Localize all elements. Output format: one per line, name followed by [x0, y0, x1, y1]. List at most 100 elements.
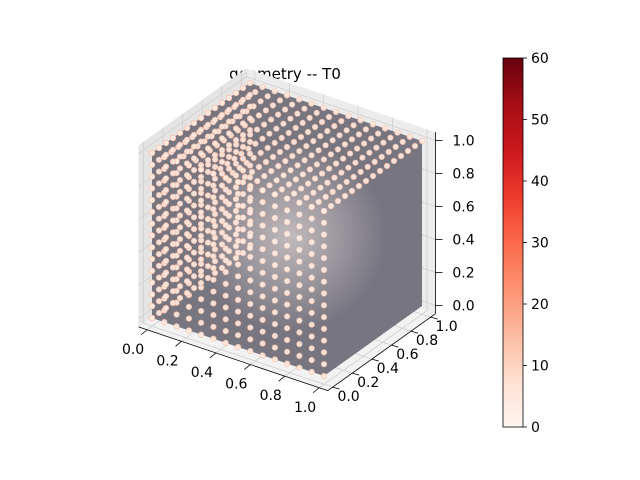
scatter-point — [271, 344, 279, 351]
scatter-point — [310, 138, 317, 145]
scatter-point — [232, 125, 240, 132]
scatter-point — [155, 192, 163, 199]
scatter-point — [390, 157, 398, 165]
scatter-point — [225, 94, 233, 102]
scatter-point — [218, 135, 226, 142]
scatter-point — [275, 111, 282, 118]
scatter-point — [375, 130, 382, 137]
scatter-point — [148, 185, 156, 192]
colorbar-tick-label: 50 — [531, 113, 549, 129]
scatter-point — [155, 144, 163, 152]
scatter-point — [324, 128, 331, 135]
scatter-point — [232, 101, 240, 108]
scatter-point — [246, 103, 254, 110]
scatter-point — [259, 135, 266, 142]
scatter-point — [239, 143, 247, 150]
scatter-point — [397, 152, 405, 160]
scatter-point — [169, 205, 177, 212]
y-tick — [371, 358, 379, 362]
scatter-point — [155, 239, 163, 246]
scatter-point — [299, 119, 306, 126]
scatter-point — [411, 142, 419, 150]
scatter-point — [211, 128, 219, 135]
scatter-point — [162, 139, 170, 147]
scatter-point — [204, 109, 212, 117]
scatter-point — [198, 307, 205, 315]
scatter-point — [190, 202, 198, 209]
scatter-point — [211, 163, 219, 170]
scatter-point — [197, 185, 205, 192]
z-tick-label: 1.0 — [452, 133, 474, 149]
scatter-point — [148, 149, 156, 157]
scatter-point — [285, 129, 292, 136]
scatter-point — [183, 242, 191, 249]
scatter-point — [234, 332, 242, 339]
scatter-point — [190, 284, 198, 292]
scatter-point — [183, 207, 191, 214]
scatter-point — [176, 188, 184, 195]
scatter-point — [162, 187, 170, 194]
scatter-point — [296, 352, 303, 360]
scatter-point — [173, 311, 180, 318]
scatter-point — [320, 104, 327, 111]
colorbar-ticks: 0 10 20 30 40 50 60 — [523, 51, 549, 436]
scatter-point — [362, 126, 370, 133]
scatter-point — [278, 134, 285, 141]
scatter-point — [284, 348, 291, 355]
scatter-point — [297, 133, 305, 141]
scatter-point — [376, 167, 384, 175]
scatter-point — [234, 343, 242, 351]
scatter-point — [176, 224, 184, 231]
scatter-point — [338, 117, 345, 125]
scatter-point — [283, 92, 291, 99]
scatter-point — [155, 227, 163, 234]
scatter-point — [162, 269, 170, 276]
scatter-point — [197, 279, 205, 287]
scatter-point — [259, 352, 266, 359]
scatter-point — [198, 319, 205, 326]
scatter-point — [246, 79, 254, 87]
scatter-point — [211, 140, 219, 147]
scatter-point — [294, 110, 301, 117]
scatter-point — [308, 333, 315, 340]
x-tick-label: 0.2 — [156, 353, 178, 369]
scatter-point — [239, 84, 247, 92]
scatter-point — [246, 91, 254, 98]
scatter-point — [225, 106, 233, 113]
scatter-point — [239, 132, 247, 139]
scatter-point — [317, 133, 324, 140]
scatter-point — [176, 247, 184, 254]
scatter-point — [148, 232, 156, 239]
scatter-point — [204, 168, 212, 175]
scatter-point — [222, 316, 229, 323]
scatter-point — [148, 256, 156, 263]
scatter-point — [271, 88, 278, 95]
scatter-point — [162, 246, 170, 253]
scatter-point — [176, 153, 184, 160]
scatter-point — [162, 222, 170, 229]
scatter-point — [169, 252, 177, 259]
scatter-point — [247, 336, 254, 343]
grid-line — [318, 310, 428, 389]
colorbar-gradient — [502, 57, 524, 428]
scatter-point — [320, 349, 328, 356]
y-axis-line — [327, 313, 436, 391]
colorbar-tick-label: 10 — [531, 359, 549, 375]
scatter-point — [210, 312, 217, 319]
scatter-point — [418, 137, 426, 145]
scatter-point — [176, 141, 184, 148]
scatter-point — [232, 89, 240, 97]
scatter-point — [394, 129, 401, 136]
scatter-point — [329, 137, 336, 144]
scatter-point — [148, 303, 156, 310]
y-tick — [430, 316, 438, 320]
interior-glow — [195, 140, 386, 331]
scatter-point — [176, 129, 184, 137]
scatter-point — [155, 298, 163, 305]
scatter-point — [336, 132, 343, 139]
scatter-point — [169, 146, 177, 153]
scatter-point — [369, 172, 377, 180]
scatter-point — [210, 335, 217, 342]
scatter-point — [325, 113, 333, 121]
scatter-point — [334, 146, 342, 153]
